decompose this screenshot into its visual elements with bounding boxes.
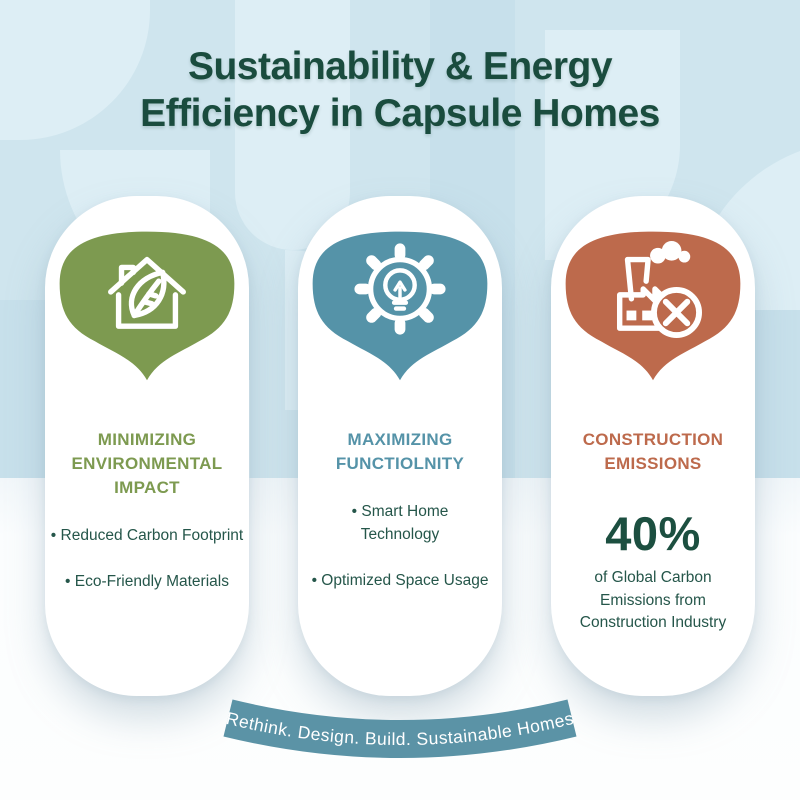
card-maximizing-functionality: Maximizing Functiolnity Smart Home Techn… (298, 196, 502, 696)
card-title: Minimizing Environmental Impact (71, 430, 223, 498)
blob-shape (59, 231, 235, 381)
blob-shape (312, 231, 488, 381)
page-title-line-1: Sustainability & Energy (187, 45, 613, 88)
stat-value: 40% (605, 507, 701, 561)
eco-house-leaf-icon (108, 256, 186, 329)
card-icon-blob (54, 226, 240, 384)
footer-ribbon: Rethink. Design. Build. Sustainable Home… (223, 699, 577, 758)
factory-emissions-crossed-icon (616, 240, 702, 338)
card-icon-blob (307, 226, 493, 384)
gear-lightbulb-icon (354, 243, 446, 335)
card-bullet-list: Smart Home Technology Optimized Space Us… (300, 476, 500, 616)
bullet-item: Optimized Space Usage (300, 569, 500, 592)
page-title-line-2: Efficiency in Capsule Homes (140, 91, 660, 135)
bullet-item: Smart Home Technology (300, 500, 500, 547)
background-pattern-shape (235, 0, 350, 250)
card-minimizing-environmental-impact: Minimizing Environmental Impact Reduced … (45, 196, 249, 696)
bullet-item: Reduced Carbon Footprint (47, 524, 247, 547)
bullet-item: Eco-Friendly Materials (47, 570, 247, 593)
stat-caption: of Global Carbon Emissions from Construc… (579, 569, 727, 632)
card-title: Maximizing Functiolnity (335, 430, 465, 474)
card-row: Minimizing Environmental Impact Reduced … (0, 196, 800, 696)
card-icon-blob (560, 226, 746, 384)
card-bullet-list: Reduced Carbon Footprint Eco-Friendly Ma… (47, 500, 247, 616)
page-title: Sustainability & Energy Efficiency in Ca… (0, 44, 800, 138)
card-construction-emissions: Construction Emissions 40% of Global Car… (551, 196, 755, 696)
card-title: Construction Emissions (582, 430, 724, 474)
